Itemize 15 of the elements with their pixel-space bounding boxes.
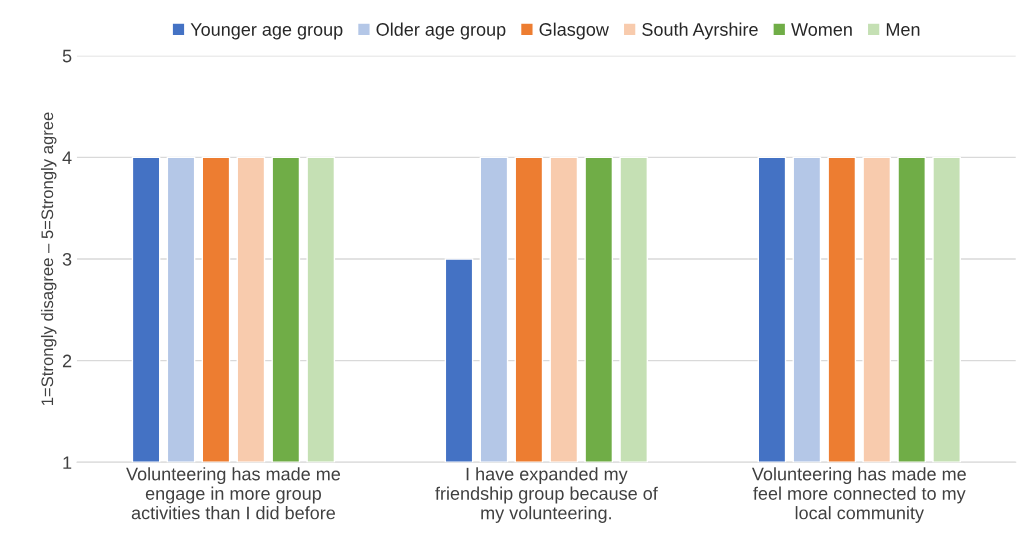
x-tick-label: I have expanded my friendship group because of my volunteering. [435,467,658,523]
legend-label: Women [791,23,852,36]
legend-label: Older age group [376,22,506,40]
y-tick-label: 5 [62,49,72,63]
legend-label: South Ayrshire [642,22,758,40]
legend-label: Younger age group [190,23,343,40]
x-tick-label: Volunteering has made me engage in more group activities than I did before [126,467,341,520]
y-tick-label: 2 [62,354,72,368]
legend-label: Men [886,23,920,36]
y-axis-title: 1=Strongly disagree – 5=Strongly agree [40,112,57,406]
y-tick-label: 3 [62,252,72,266]
x-tick-label: Volunteering has made me feel more connected to my local community [751,467,966,523]
y-tick-label: 1 [63,456,72,469]
legend-label: Glasgow [539,22,609,40]
y-tick-label: 4 [62,151,72,164]
